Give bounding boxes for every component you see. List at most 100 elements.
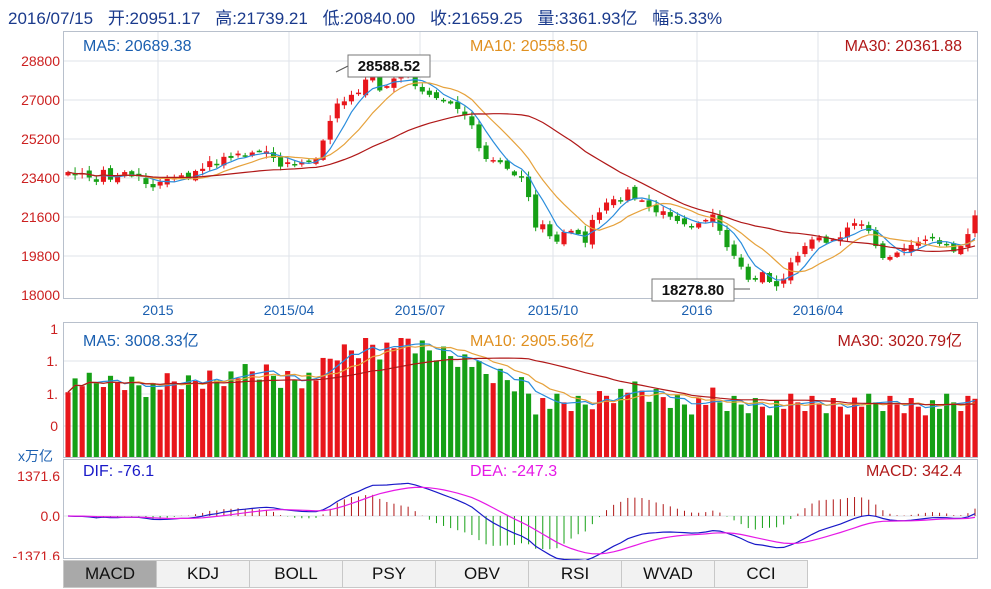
volume-bar bbox=[150, 383, 156, 457]
volume-bar bbox=[582, 404, 588, 457]
volume-bar bbox=[922, 415, 928, 457]
tab-kdj[interactable]: KDJ bbox=[156, 560, 249, 588]
macd-dea-label: DEA: -247.3 bbox=[470, 463, 557, 480]
quote-change: 幅:5.33% bbox=[652, 9, 723, 28]
volume-bar bbox=[653, 388, 659, 457]
candle-body bbox=[908, 244, 914, 252]
tab-boll[interactable]: BOLL bbox=[249, 560, 342, 588]
tab-rsi[interactable]: RSI bbox=[528, 560, 621, 588]
volume-bar bbox=[660, 397, 666, 457]
candle-body bbox=[901, 249, 907, 251]
candle-body bbox=[596, 212, 602, 220]
candle-body bbox=[334, 103, 340, 119]
price-ma5-line bbox=[67, 78, 976, 281]
volume-bar bbox=[894, 404, 900, 457]
candle-body bbox=[653, 205, 659, 213]
volume-bar bbox=[178, 389, 184, 457]
candle-body bbox=[795, 255, 801, 263]
candle-body bbox=[929, 236, 936, 239]
candle-body bbox=[618, 200, 624, 202]
volume-bar bbox=[341, 344, 347, 457]
volume-bar bbox=[242, 364, 248, 457]
tab-cci[interactable]: CCI bbox=[714, 560, 808, 588]
volume-bar bbox=[639, 390, 645, 457]
candle-body bbox=[483, 145, 489, 160]
candle-body bbox=[256, 150, 262, 153]
volume-bar bbox=[809, 395, 815, 457]
candle-body bbox=[526, 176, 532, 198]
volume-bar bbox=[944, 393, 950, 457]
price-y-tick: 21600 bbox=[21, 209, 60, 225]
tab-psy[interactable]: PSY bbox=[342, 560, 435, 588]
volume-bar bbox=[901, 413, 907, 457]
volume-bar bbox=[781, 408, 787, 457]
quote-open: 开:20951.17 bbox=[107, 9, 201, 28]
volume-bar bbox=[667, 407, 673, 457]
indicator-lines bbox=[67, 78, 976, 560]
volume-bar bbox=[320, 357, 326, 457]
volume-bar bbox=[575, 395, 581, 457]
volume-y-tick: 0 bbox=[50, 418, 58, 434]
volume-bar bbox=[192, 380, 199, 457]
volume-bar bbox=[270, 375, 277, 457]
candle-body bbox=[107, 168, 114, 180]
candle-body bbox=[802, 246, 808, 255]
volume-bar bbox=[441, 346, 447, 457]
volume-bar bbox=[851, 397, 858, 457]
volume-bar bbox=[908, 398, 914, 457]
candle-body bbox=[327, 120, 333, 140]
candle-body bbox=[200, 168, 206, 171]
volume-bar bbox=[625, 392, 631, 457]
volume-bar bbox=[419, 340, 425, 457]
volume-bar bbox=[511, 391, 517, 457]
candle-body bbox=[363, 79, 369, 96]
volume-y-tick: 1. bbox=[46, 353, 58, 369]
candle-body bbox=[249, 152, 255, 156]
volume-bar bbox=[589, 409, 595, 457]
candle-body bbox=[894, 252, 900, 257]
date-x-tick: 2015/04 bbox=[264, 302, 315, 318]
tab-macd[interactable]: MACD bbox=[63, 560, 156, 588]
volume-bar bbox=[703, 404, 709, 457]
price-ma10-label: MA10: 20558.50 bbox=[470, 38, 588, 55]
candle-body bbox=[540, 224, 546, 230]
quote-high: 高:21739.21 bbox=[215, 9, 308, 28]
volume-bar bbox=[504, 380, 510, 457]
candle-body bbox=[674, 215, 680, 222]
volume-bar bbox=[398, 338, 404, 457]
candle-body bbox=[497, 160, 503, 163]
volume-bar bbox=[547, 408, 553, 457]
volume-bar bbox=[561, 402, 567, 457]
macd-panel-frame bbox=[63, 459, 978, 559]
volume-bar bbox=[370, 344, 376, 457]
tab-obv[interactable]: OBV bbox=[435, 560, 528, 588]
quote-volume: 量:3361.93亿 bbox=[537, 9, 638, 28]
volume-y-tick: 1 bbox=[50, 321, 58, 337]
tab-wvad[interactable]: WVAD bbox=[621, 560, 714, 588]
volume-bar bbox=[122, 390, 128, 457]
candle-body bbox=[873, 229, 879, 247]
volume-bar bbox=[816, 404, 822, 457]
date-x-tick: 2016/04 bbox=[793, 302, 844, 318]
stock-chart[interactable]: 28800 27000 25200 23400 21600 19800 1800… bbox=[0, 0, 991, 560]
volume-bar bbox=[334, 360, 340, 457]
volume-bar bbox=[448, 356, 454, 457]
candle-body bbox=[547, 224, 553, 237]
price-y-tick: 28800 bbox=[21, 53, 60, 69]
candle-body bbox=[660, 211, 666, 215]
volume-bar bbox=[929, 400, 936, 457]
candle-body bbox=[221, 156, 227, 166]
candle-body bbox=[292, 164, 298, 166]
candle-body bbox=[129, 171, 135, 177]
volume-bar bbox=[689, 414, 695, 457]
volume-bar bbox=[540, 398, 546, 457]
volume-bar bbox=[157, 389, 163, 457]
volume-bar bbox=[214, 380, 220, 457]
volume-bar bbox=[363, 338, 369, 457]
candle-body bbox=[533, 194, 539, 228]
volume-bar bbox=[100, 387, 106, 457]
volume-bar bbox=[887, 395, 893, 457]
volume-bar bbox=[228, 371, 234, 457]
volume-bar bbox=[632, 381, 638, 457]
candle-body bbox=[65, 172, 71, 176]
